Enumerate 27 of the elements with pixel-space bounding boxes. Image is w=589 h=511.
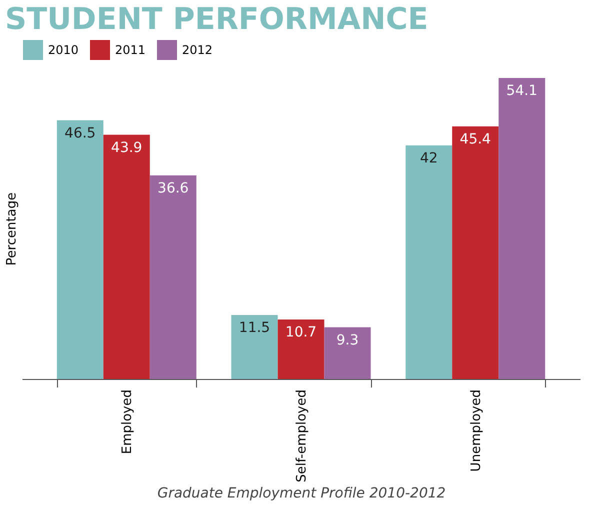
legend-label: 2012 [182, 43, 213, 57]
data-label: 46.5 [64, 125, 96, 142]
bar [231, 315, 278, 379]
bar [324, 327, 371, 379]
bar [278, 319, 324, 379]
bar [498, 78, 546, 379]
data-label: 11.5 [238, 320, 270, 336]
y-axis-title: Percentage [4, 192, 20, 266]
data-label: 9.3 [336, 332, 359, 348]
x-tick-label: Self-employed [294, 390, 310, 482]
x-tick-label: Employed [120, 390, 136, 454]
data-label: 45.4 [460, 131, 492, 148]
data-label: 42 [420, 150, 438, 166]
bar [406, 145, 452, 379]
bar [150, 175, 196, 379]
data-label: 54.1 [506, 83, 538, 99]
x-tick-label: Unemployed [468, 390, 484, 472]
data-label: 36.6 [158, 180, 189, 196]
chart-title: STUDENT PERFORMANCE [5, 2, 428, 37]
legend-label: 2010 [48, 43, 79, 57]
bar [56, 120, 104, 379]
x-axis-title: Graduate Employment Profile 2010-2012 [157, 485, 446, 502]
legend-label: 2011 [115, 43, 146, 57]
bar [452, 126, 499, 379]
bar [103, 134, 150, 379]
data-label: 10.7 [285, 324, 317, 340]
data-label: 43.9 [111, 140, 142, 156]
